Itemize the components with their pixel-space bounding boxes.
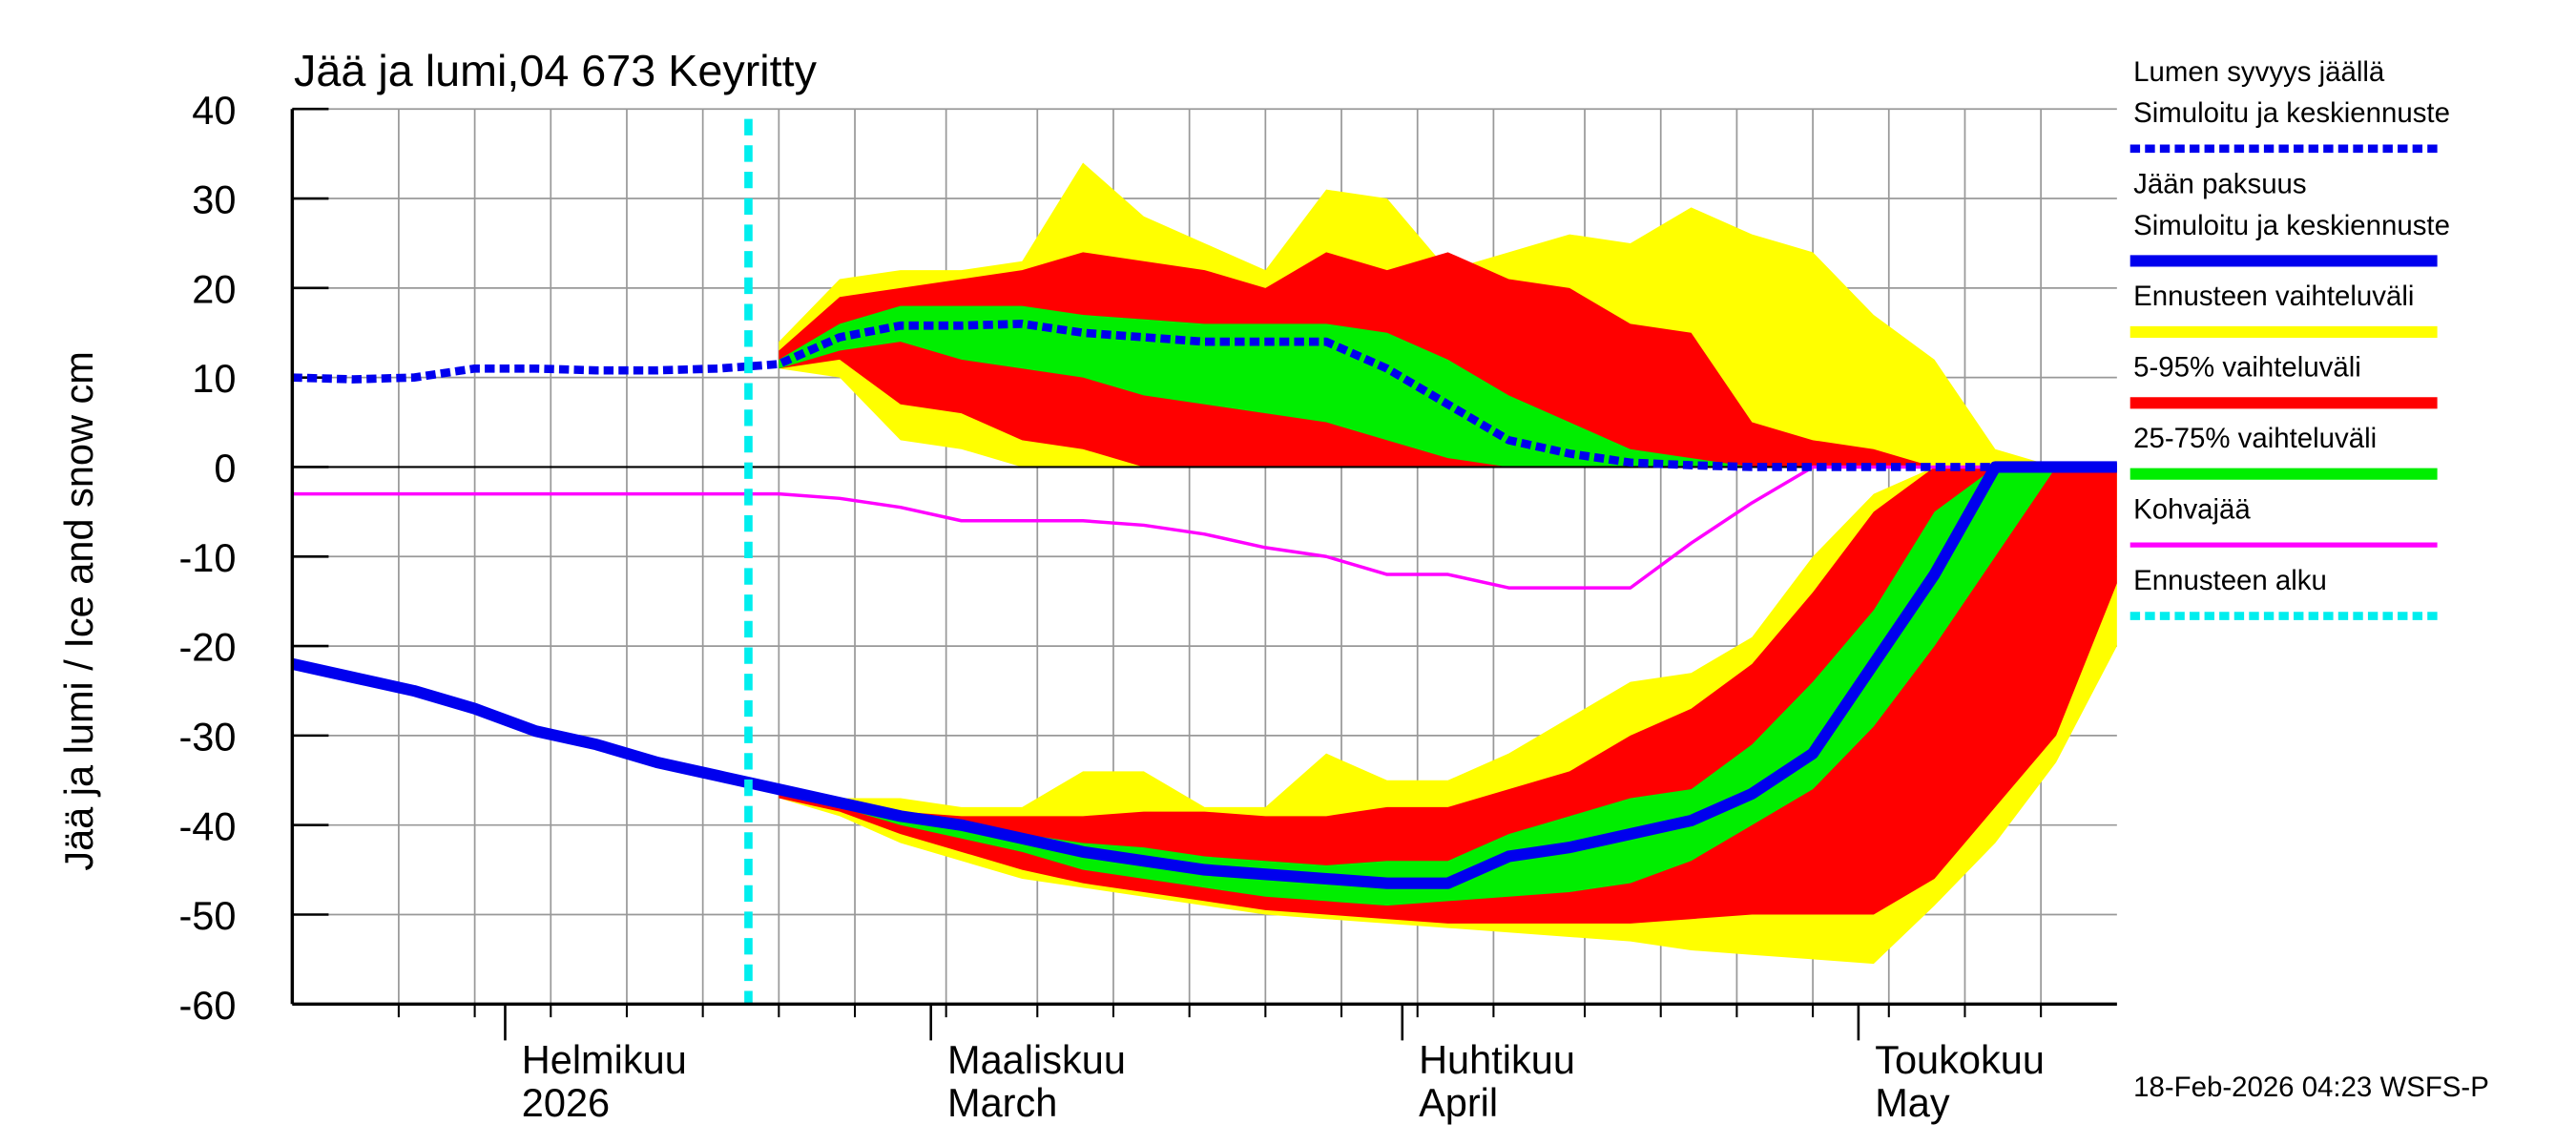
series-line [292,320,2117,471]
legend-label: Simuloitu ja keskiennuste [2133,97,2450,129]
y-tick-label: -10 [178,535,236,580]
x-tick-label: Huhtikuu [1419,1037,1575,1082]
footer: 18-Feb-2026 04:23 WSFS-P [2133,1072,2489,1103]
y-tick-label: -40 [178,803,236,848]
y-tick-label: 0 [214,446,236,490]
y-tick-label: 20 [192,266,236,311]
chart-title: Jää ja lumi,04 673 Keyritty [294,46,818,95]
x-tick-label: 2026 [522,1080,610,1125]
y-tick-label: -50 [178,893,236,938]
x-tick-label: Helmikuu [522,1037,687,1082]
band [779,467,2117,924]
y-axis-label: Jää ja lumi / Ice and snow cm [56,351,101,871]
y-tick-label: -60 [178,983,236,1028]
legend-label: 5-95% vaihteluväli [2133,352,2361,384]
y-tick-label: 30 [192,177,236,222]
series-line [291,461,2117,889]
series-line [292,465,2117,590]
legend-label: Ennusteen alku [2133,565,2327,596]
y-tick-label: -30 [178,714,236,759]
legend-label: Ennusteen vaihteluväli [2133,281,2414,312]
legend-label: Kohvajää [2133,493,2251,525]
y-tick-label: 40 [192,88,236,133]
x-tick-label: Maaliskuu [947,1037,1126,1082]
x-tick-label: May [1875,1080,1950,1125]
band [779,252,2117,468]
legend-label: 25-75% vaihteluväli [2133,423,2377,454]
y-tick-label: -20 [178,625,236,670]
legend-label: Lumen syvyys jäällä [2133,56,2385,88]
x-tick-label: April [1419,1080,1498,1125]
x-tick-label: March [947,1080,1057,1125]
legend-label: Jään paksuus [2133,169,2306,200]
x-tick-label: Toukokuu [1875,1037,2045,1082]
y-tick-label: 10 [192,356,236,401]
legend-label: Simuloitu ja keskiennuste [2133,210,2450,241]
band [779,305,2117,468]
band [779,467,2117,906]
